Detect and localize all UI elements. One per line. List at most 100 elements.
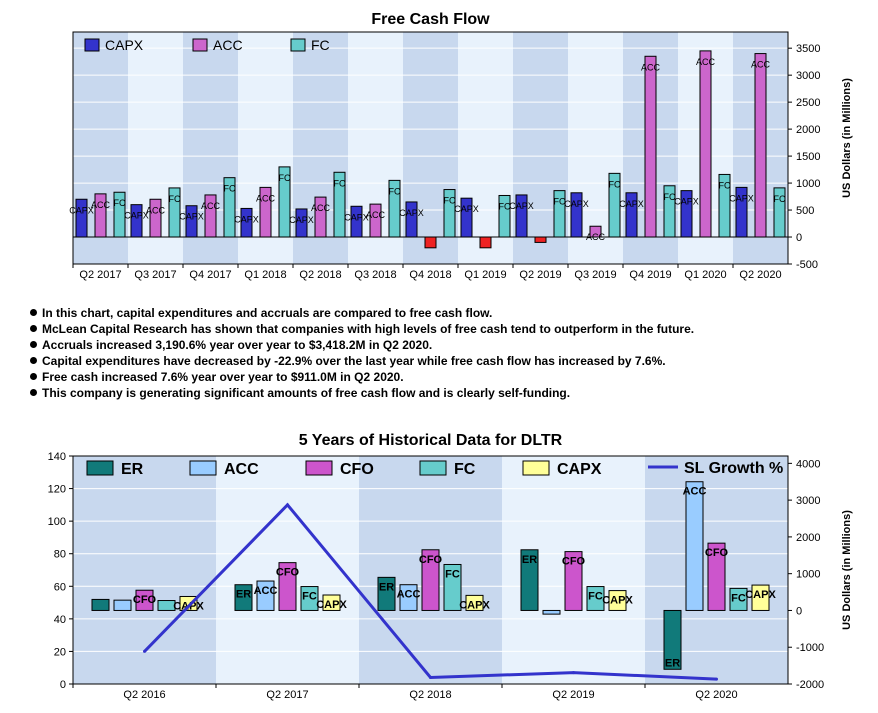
commentary-list: In this chart, capital expenditures and …	[30, 305, 870, 401]
bar-label: CAPX	[69, 205, 94, 215]
bar-label: FC	[731, 592, 746, 604]
y-right-tick-label: 1000	[796, 569, 820, 581]
bar	[443, 563, 462, 611]
bullet-dot-icon	[30, 373, 37, 380]
y-right-tick-label: 0	[796, 605, 802, 617]
bar-label: ACC	[641, 62, 661, 72]
bar	[479, 236, 492, 249]
commentary-item: McLean Capital Research has shown that c…	[30, 321, 870, 337]
x-tick-label: Q4 2017	[189, 269, 231, 281]
bar	[534, 236, 547, 243]
chart-title: Free Cash Flow	[371, 11, 490, 28]
y-tick-label: 2500	[796, 97, 820, 109]
x-tick-label: Q2 2020	[739, 269, 781, 281]
bar-label: FC	[554, 197, 566, 207]
bar	[157, 600, 176, 611]
bar	[707, 542, 726, 611]
free-cash-flow-chart: Free Cash Flow CAPX ACC FC CAPX ACC FC CAPX ACC F…	[69, 11, 853, 281]
y-right-tick-label: 3000	[796, 495, 820, 507]
commentary-item: Capital expenditures have decreased by -…	[30, 353, 870, 369]
chart-title: 5 Years of Historical Data for DLTR	[299, 432, 563, 449]
x-tick-label: Q2 2018	[409, 689, 451, 701]
bar-label: CFO	[705, 547, 729, 559]
bar	[586, 586, 605, 611]
growth-point	[143, 649, 146, 653]
bar	[91, 598, 110, 611]
bar-label: CFO	[276, 567, 300, 579]
y-right-tick-label: 4000	[796, 458, 820, 470]
legend-label: CAPX	[557, 461, 602, 478]
y-right-tick-label: 2000	[796, 532, 820, 544]
y-tick-label: 1500	[796, 151, 820, 163]
bar-label: CAPX	[674, 197, 699, 207]
bar-label: FC	[334, 178, 346, 188]
bar-label: ACC	[311, 203, 331, 213]
bar-label: FC	[389, 186, 401, 196]
y-right-tick-label: -2000	[796, 679, 824, 691]
y-axis-label: US Dollars (in Millions)	[841, 510, 853, 630]
bar-label: FC	[279, 173, 291, 183]
bullet-dot-icon	[30, 357, 37, 364]
bullet-dot-icon	[30, 325, 37, 332]
bar-label: FC	[169, 194, 181, 204]
bar	[377, 576, 396, 611]
commentary-item: In this chart, capital expenditures and …	[30, 305, 870, 321]
bullet-dot-icon	[30, 341, 37, 348]
bar-label: CAPX	[602, 595, 633, 607]
bar-label: CFO	[562, 556, 586, 568]
y-tick-label: -500	[796, 259, 818, 271]
y-tick-label: 3000	[796, 70, 820, 82]
y-left-tick-label: 20	[54, 646, 66, 658]
y-tick-label: 0	[796, 232, 802, 244]
x-tick-label: Q3 2017	[134, 269, 176, 281]
bar-label: ACC	[683, 486, 707, 498]
legend-label: ACC	[213, 37, 243, 53]
bar-label: CAPX	[454, 204, 479, 214]
bar-label: CAPX	[619, 199, 644, 209]
x-tick-label: Q2 2017	[266, 689, 308, 701]
y-left-tick-label: 120	[48, 484, 66, 496]
bar-label: CAPX	[124, 211, 149, 221]
bar-label: CAPX	[745, 589, 776, 601]
bar	[130, 204, 143, 238]
bar-label: FC	[609, 179, 621, 189]
y-right-tick-label: -1000	[796, 642, 824, 654]
bar-label: CAPX	[234, 214, 259, 224]
x-tick-label: Q2 2019	[519, 269, 561, 281]
legend-label: ER	[121, 461, 144, 478]
legend-label: CFO	[340, 461, 374, 478]
y-left-tick-label: 60	[54, 581, 66, 593]
bar	[424, 236, 437, 249]
bar-label: CFO	[419, 554, 443, 566]
legend-label: FC	[454, 461, 476, 478]
bar	[520, 549, 539, 611]
bar	[234, 584, 253, 611]
legend-label: SL Growth %	[684, 460, 783, 477]
bar	[644, 55, 657, 238]
bar-label: FC	[302, 591, 317, 603]
x-tick-label: Q2 2019	[552, 689, 594, 701]
growth-point	[286, 503, 289, 507]
y-tick-label: 1000	[796, 178, 820, 190]
bar	[399, 584, 418, 611]
x-tick-label: Q4 2018	[409, 269, 451, 281]
bar-label: ER	[379, 581, 394, 593]
bar-label: FC	[445, 568, 460, 580]
bar-label: ACC	[366, 210, 386, 220]
bar-label: ER	[665, 657, 680, 669]
bar	[113, 599, 132, 611]
bar-label: CAPX	[509, 201, 534, 211]
legend-label: ACC	[224, 461, 259, 478]
x-tick-label: Q3 2018	[354, 269, 396, 281]
growth-point	[572, 671, 575, 675]
bar-label: ER	[236, 589, 251, 601]
bar	[135, 589, 154, 611]
bar-label: ACC	[751, 60, 771, 70]
bar	[564, 551, 583, 611]
bar-label: CFO	[133, 594, 157, 606]
legend-swatch	[189, 460, 217, 476]
y-left-tick-label: 40	[54, 614, 66, 626]
bar-label: ACC	[696, 57, 716, 67]
commentary-item: Free cash increased 7.6% year over year …	[30, 369, 870, 385]
x-tick-label: Q1 2020	[684, 269, 726, 281]
